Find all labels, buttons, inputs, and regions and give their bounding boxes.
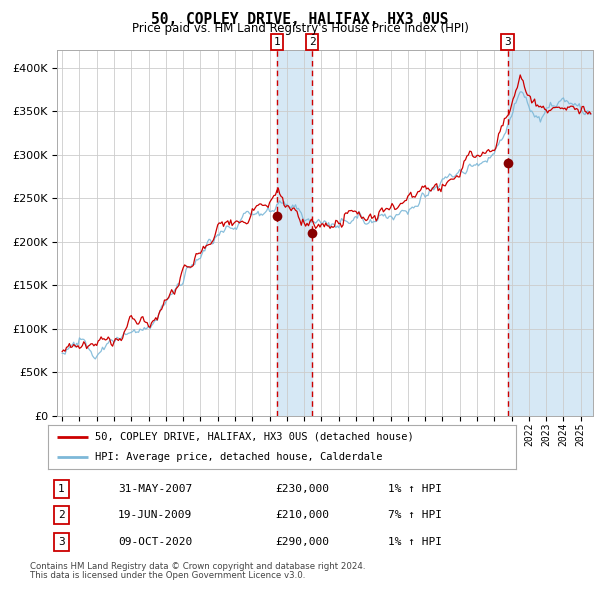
Text: £290,000: £290,000 [275, 537, 329, 547]
Text: 1% ↑ HPI: 1% ↑ HPI [388, 484, 442, 494]
Text: £210,000: £210,000 [275, 510, 329, 520]
Text: 1% ↑ HPI: 1% ↑ HPI [388, 537, 442, 547]
Text: 1: 1 [274, 37, 280, 47]
Text: £230,000: £230,000 [275, 484, 329, 494]
Text: Contains HM Land Registry data © Crown copyright and database right 2024.: Contains HM Land Registry data © Crown c… [30, 562, 365, 571]
Text: 31-MAY-2007: 31-MAY-2007 [118, 484, 193, 494]
Text: 19-JUN-2009: 19-JUN-2009 [118, 510, 193, 520]
Text: 50, COPLEY DRIVE, HALIFAX, HX3 0US (detached house): 50, COPLEY DRIVE, HALIFAX, HX3 0US (deta… [95, 432, 413, 442]
Text: HPI: Average price, detached house, Calderdale: HPI: Average price, detached house, Cald… [95, 452, 382, 462]
Text: 3: 3 [504, 37, 511, 47]
Text: 2: 2 [58, 510, 65, 520]
Text: 7% ↑ HPI: 7% ↑ HPI [388, 510, 442, 520]
Text: Price paid vs. HM Land Registry's House Price Index (HPI): Price paid vs. HM Land Registry's House … [131, 22, 469, 35]
Text: 09-OCT-2020: 09-OCT-2020 [118, 537, 193, 547]
Bar [508, 50, 593, 416]
Text: 50, COPLEY DRIVE, HALIFAX, HX3 0US: 50, COPLEY DRIVE, HALIFAX, HX3 0US [151, 12, 449, 27]
Text: This data is licensed under the Open Government Licence v3.0.: This data is licensed under the Open Gov… [30, 571, 305, 579]
Bar [277, 50, 312, 416]
Text: 2: 2 [309, 37, 316, 47]
Text: 1: 1 [58, 484, 65, 494]
Text: 3: 3 [58, 537, 65, 547]
